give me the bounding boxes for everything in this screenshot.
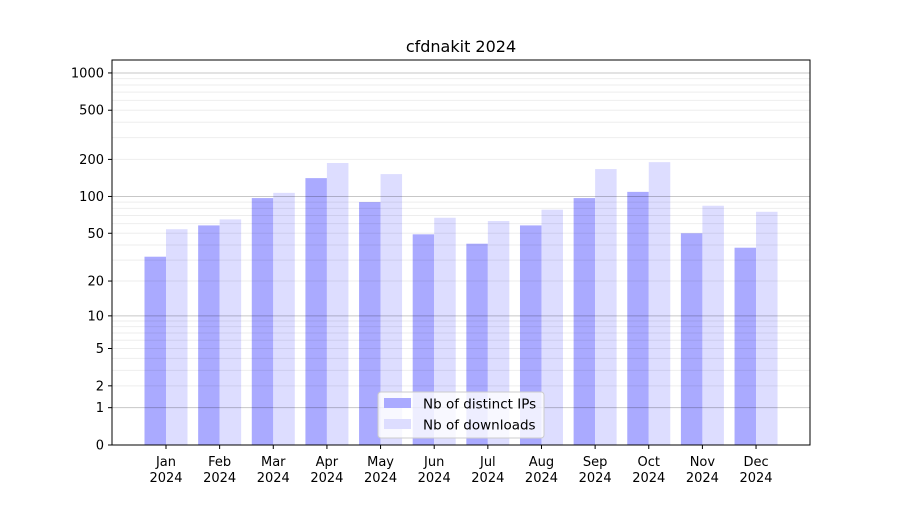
y-tick-label: 0 [96,439,104,454]
legend: Nb of distinct IPs Nb of downloads [377,391,545,439]
bar-distinct-ips [305,178,327,445]
legend-swatch-downloads [384,419,411,429]
legend-label-ips: Nb of distinct IPs [423,397,536,413]
bar-distinct-ips [519,225,542,445]
bar-downloads [702,205,724,445]
y-tick-label: 20 [87,275,104,290]
bar-downloads [166,229,188,445]
y-tick-label: 100 [79,190,104,205]
bar-downloads [380,174,403,445]
x-tick-label: Sep 2024 [579,455,612,486]
bar-downloads [487,221,510,445]
bar-downloads [595,169,617,445]
bar-downloads [326,163,349,445]
y-tick-label: 500 [79,104,104,119]
x-tick-label: Jul 2024 [471,455,504,486]
legend-box [377,391,545,439]
y-tick-label: 1 [96,401,104,416]
x-tick-label: Apr 2024 [310,455,343,486]
plot-frame [111,59,811,446]
bar-distinct-ips [144,256,166,445]
bar-downloads [219,219,242,445]
y-tick-label: 10 [87,309,104,324]
y-tick-label: 5 [96,342,104,357]
bar-distinct-ips [251,198,274,445]
bar-distinct-ips [198,225,220,445]
x-tick-label: Dec 2024 [739,455,772,486]
x-tick-label: Oct 2024 [632,455,665,486]
x-tick-label: May 2024 [364,455,397,486]
y-tick-label: 50 [87,227,104,242]
bar-downloads [756,211,778,445]
x-tick-label: Nov 2024 [686,455,719,486]
bar-distinct-ips [627,191,649,445]
legend-swatch-ips [384,398,411,408]
x-tick-label: Jan 2024 [149,455,182,486]
x-tick-label: Aug 2024 [525,455,558,486]
y-tick-label: 200 [79,153,104,168]
bar-downloads [273,192,295,445]
bar-downloads [648,162,671,445]
bar-distinct-ips [734,247,757,445]
x-tick-label: Feb 2024 [203,455,236,486]
bar-distinct-ips [359,202,381,445]
y-tick-label: 1000 [71,66,104,81]
bar-distinct-ips [573,198,596,445]
bar-downloads [541,209,563,445]
x-tick-label: Mar 2024 [257,455,290,486]
y-tick-label: 2 [96,379,104,394]
legend-label-downloads: Nb of downloads [423,418,536,434]
x-tick-label: Jun 2024 [418,455,451,486]
chart-title: cfdnakit 2024 [406,37,516,56]
bar-downloads [434,217,456,445]
bar-distinct-ips [680,233,703,445]
